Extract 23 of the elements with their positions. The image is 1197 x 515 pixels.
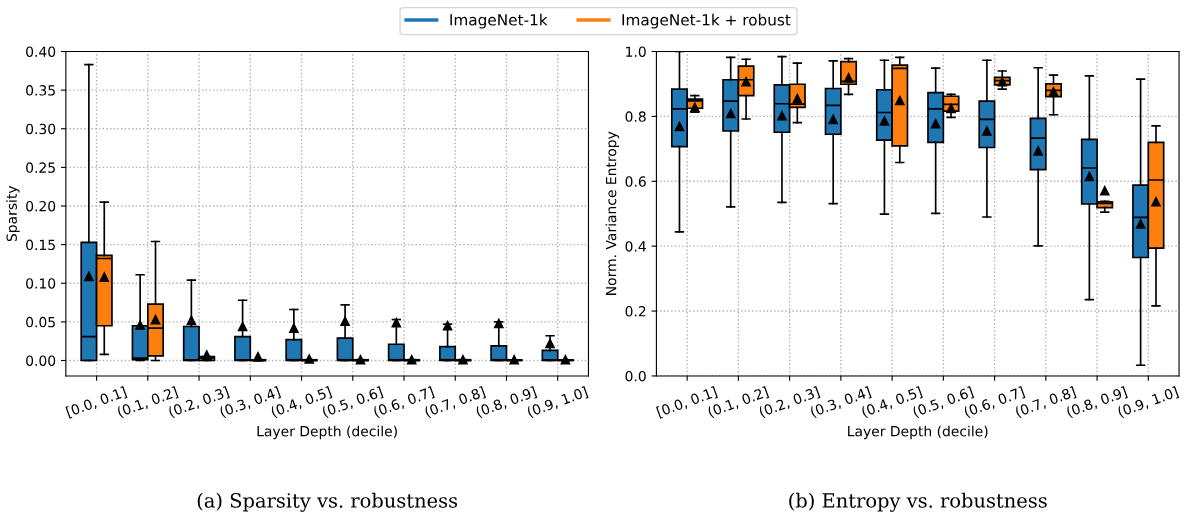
y-axis-title: Sparsity: [6, 185, 20, 242]
y-tick-label: 0.6: [625, 176, 646, 187]
x-axis-title: Layer Depth (decile): [257, 425, 397, 440]
y-tick-label: 0.30: [26, 123, 56, 135]
y-axis-title: Norm. Variance Entropy: [605, 131, 620, 295]
y-tick-label: 0.00: [26, 355, 56, 366]
y-tick-label: 0.25: [26, 162, 55, 173]
y-tick-label: 0.40: [26, 46, 56, 57]
y-tick-label: 1.0: [626, 46, 646, 57]
y-tick-label: 0.35: [26, 85, 55, 96]
legend-label: ImageNet-1k: [450, 13, 548, 29]
y-tick-label: 0.05: [26, 316, 55, 328]
y-tick-label: 0.0: [625, 370, 646, 382]
y-tick-label: 0.2: [625, 306, 646, 317]
y-tick-label: 0.20: [26, 200, 56, 212]
x-axis-title: Layer Depth (decile): [848, 425, 988, 440]
text: (b) Entropy vs. robustness: [789, 492, 1047, 512]
y-tick-label: 0.8: [625, 111, 646, 122]
text: (a) Sparsity vs. robustness: [197, 492, 458, 512]
legend-label: ImageNet-1k + robust: [622, 13, 791, 29]
y-tick-label: 0.10: [26, 278, 56, 289]
y-tick-label: 0.15: [26, 239, 55, 251]
y-tick-label: 0.4: [625, 241, 646, 252]
